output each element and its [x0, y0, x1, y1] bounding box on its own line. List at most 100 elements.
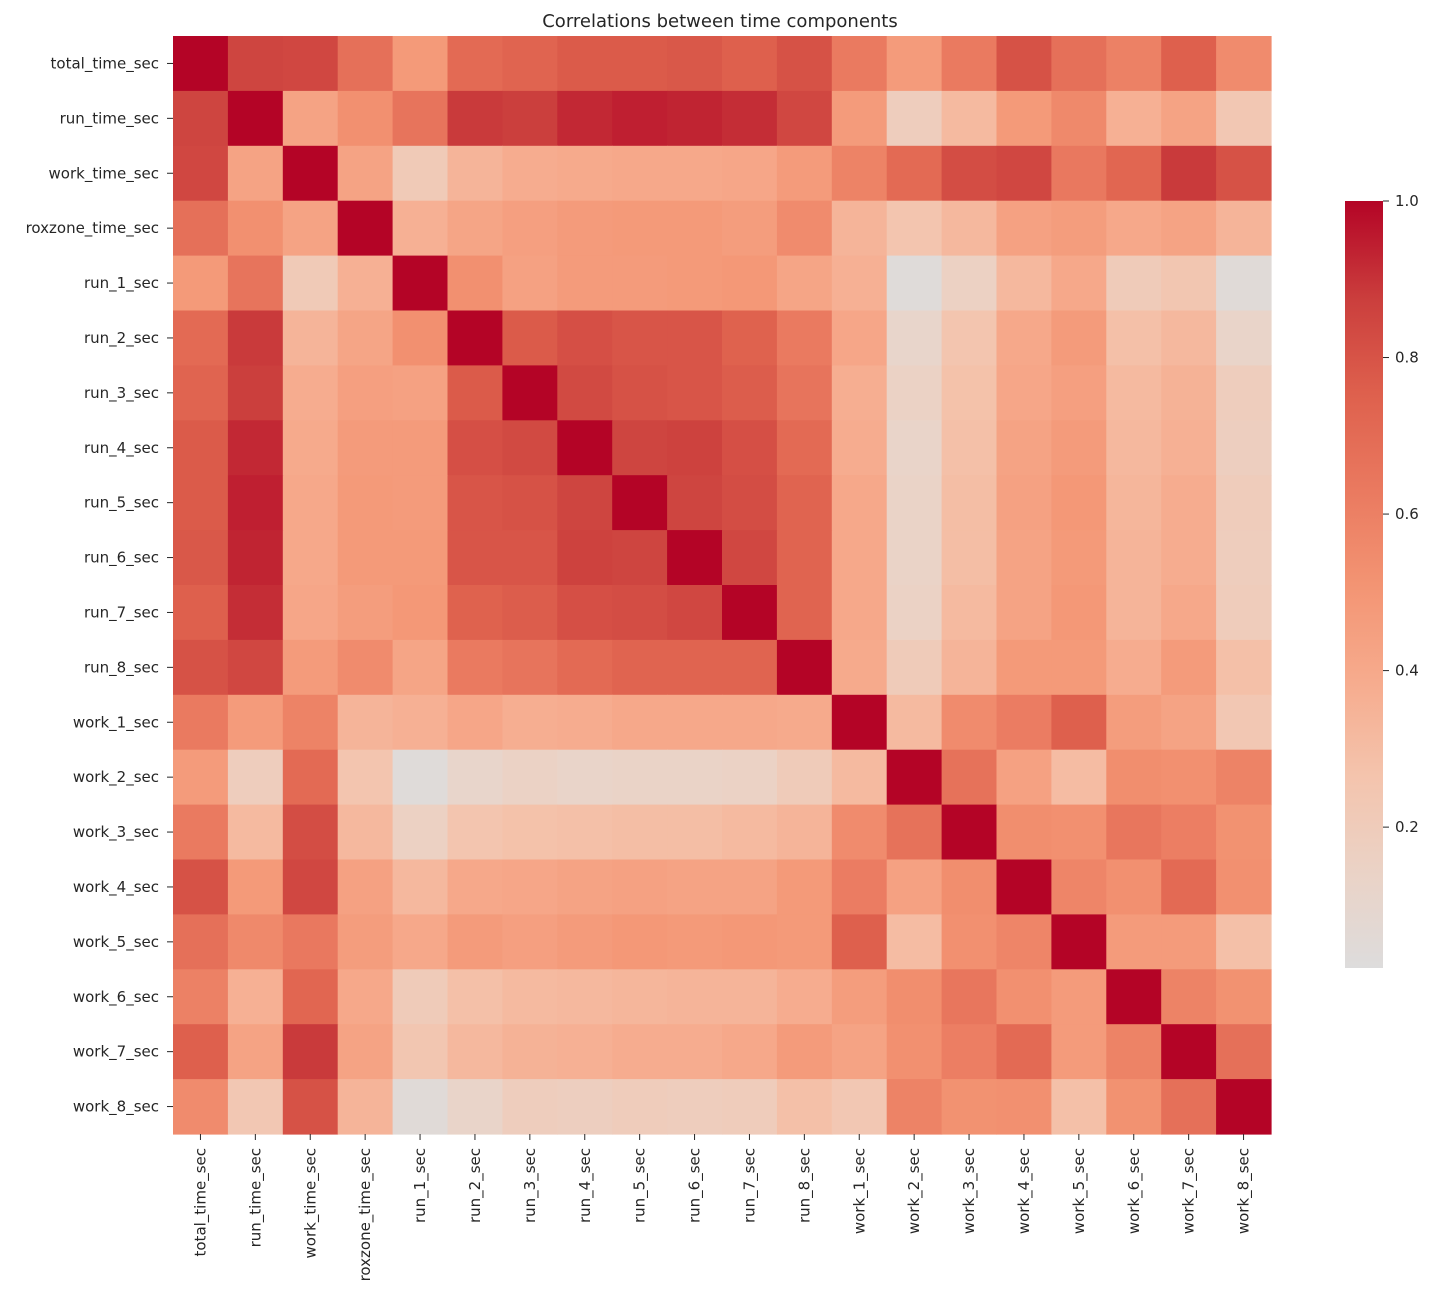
heatmap-cell [1161, 255, 1217, 312]
heatmap-cell [227, 530, 284, 586]
heatmap-cells [173, 36, 1272, 1135]
heatmap-cell [996, 530, 1052, 586]
heatmap-cell [886, 310, 943, 366]
heatmap-cell [776, 200, 833, 257]
heatmap-cell [1051, 145, 1107, 202]
colorbar: 0.2 0.4 0.6 0.8 1.0 [1345, 192, 1419, 968]
heatmap-cell [722, 1079, 778, 1135]
heatmap-cell [337, 804, 394, 861]
heatmap-cell [282, 365, 339, 421]
heatmap-cell [667, 859, 723, 915]
heatmap-cell [227, 365, 284, 421]
heatmap-cell [392, 914, 449, 970]
heatmap-cell [173, 365, 229, 421]
x-tick-labels: total_time_sec run_time_sec work_time_sec r… [191, 1134, 1254, 1281]
heatmap-cell [1106, 255, 1162, 312]
heatmap-cell [722, 694, 778, 751]
heatmap-cell [941, 365, 998, 421]
heatmap-cell [722, 530, 778, 586]
heatmap-cell [1051, 420, 1107, 476]
heatmap-cell [392, 145, 449, 202]
heatmap-cell [447, 200, 503, 257]
heatmap-cell [392, 36, 449, 92]
heatmap-cell [392, 530, 449, 586]
heatmap-cell [337, 90, 394, 147]
heatmap-cell [447, 310, 503, 366]
heatmap-cell [886, 585, 943, 641]
heatmap-cell [831, 530, 888, 586]
heatmap-cell [502, 585, 558, 641]
heatmap-cell [447, 804, 503, 861]
heatmap-cell [1216, 310, 1272, 366]
heatmap-cell [502, 1079, 558, 1135]
heatmap-cell [282, 914, 339, 970]
heatmap-cell [722, 639, 778, 696]
heatmap-cell [1051, 36, 1107, 92]
heatmap-cell [282, 804, 339, 861]
heatmap-cell [173, 1024, 229, 1080]
heatmap-cell [831, 475, 888, 531]
heatmap-cell [776, 90, 833, 147]
heatmap-cell [996, 859, 1052, 915]
x-tick-label: work_3_sec [960, 1148, 979, 1234]
heatmap-cell [447, 530, 503, 586]
heatmap-cell [173, 90, 229, 147]
heatmap-cell [502, 694, 558, 751]
heatmap-cell [667, 90, 723, 147]
heatmap-cell [282, 969, 339, 1025]
x-tick-label: run_7_sec [740, 1148, 759, 1223]
heatmap-cell [612, 639, 668, 696]
heatmap-cell [667, 585, 723, 641]
heatmap-cell [337, 200, 394, 257]
heatmap-cell [831, 585, 888, 641]
heatmap-cell [667, 694, 723, 751]
heatmap-cell [941, 804, 998, 861]
heatmap-cell [831, 749, 888, 806]
heatmap-cell [447, 585, 503, 641]
heatmap-cell [831, 145, 888, 202]
heatmap-cell [282, 475, 339, 531]
heatmap-cell [941, 36, 998, 92]
heatmap-cell [886, 365, 943, 421]
x-tick-label: run_1_sec [411, 1148, 430, 1223]
colorbar-gradient [1345, 201, 1383, 968]
y-tick-label: work_1_sec [73, 713, 159, 732]
heatmap-cell [941, 969, 998, 1025]
heatmap-cell [227, 420, 284, 476]
heatmap-cell [996, 749, 1052, 806]
heatmap-cell [282, 749, 339, 806]
y-tick-label: run_2_sec [84, 329, 159, 348]
heatmap-cell [886, 804, 943, 861]
heatmap-cell [776, 145, 833, 202]
heatmap-cell [941, 749, 998, 806]
x-tick-label: work_time_sec [301, 1148, 320, 1258]
heatmap-cell [612, 914, 668, 970]
heatmap-cell [831, 859, 888, 915]
heatmap-cell [667, 639, 723, 696]
heatmap-cell [996, 639, 1052, 696]
heatmap-cell [173, 420, 229, 476]
chart-title: Correlations between time components [542, 11, 898, 32]
heatmap-cell [1051, 475, 1107, 531]
heatmap-cell [337, 420, 394, 476]
heatmap-cell [831, 1079, 888, 1135]
heatmap-cell [227, 804, 284, 861]
heatmap-cell [941, 255, 998, 312]
heatmap-cell [173, 639, 229, 696]
heatmap-cell [996, 310, 1052, 366]
heatmap-cell [227, 36, 284, 92]
heatmap-cell [831, 804, 888, 861]
heatmap-cell [227, 914, 284, 970]
heatmap-cell [831, 914, 888, 970]
heatmap-cell [282, 694, 339, 751]
heatmap-cell [776, 420, 833, 476]
heatmap-cell [722, 969, 778, 1025]
heatmap-cell [1161, 310, 1217, 366]
heatmap-cell [612, 585, 668, 641]
heatmap-cell [776, 639, 833, 696]
heatmap-cell [392, 420, 449, 476]
heatmap-cell [173, 530, 229, 586]
heatmap-cell [886, 749, 943, 806]
heatmap-cell [447, 639, 503, 696]
